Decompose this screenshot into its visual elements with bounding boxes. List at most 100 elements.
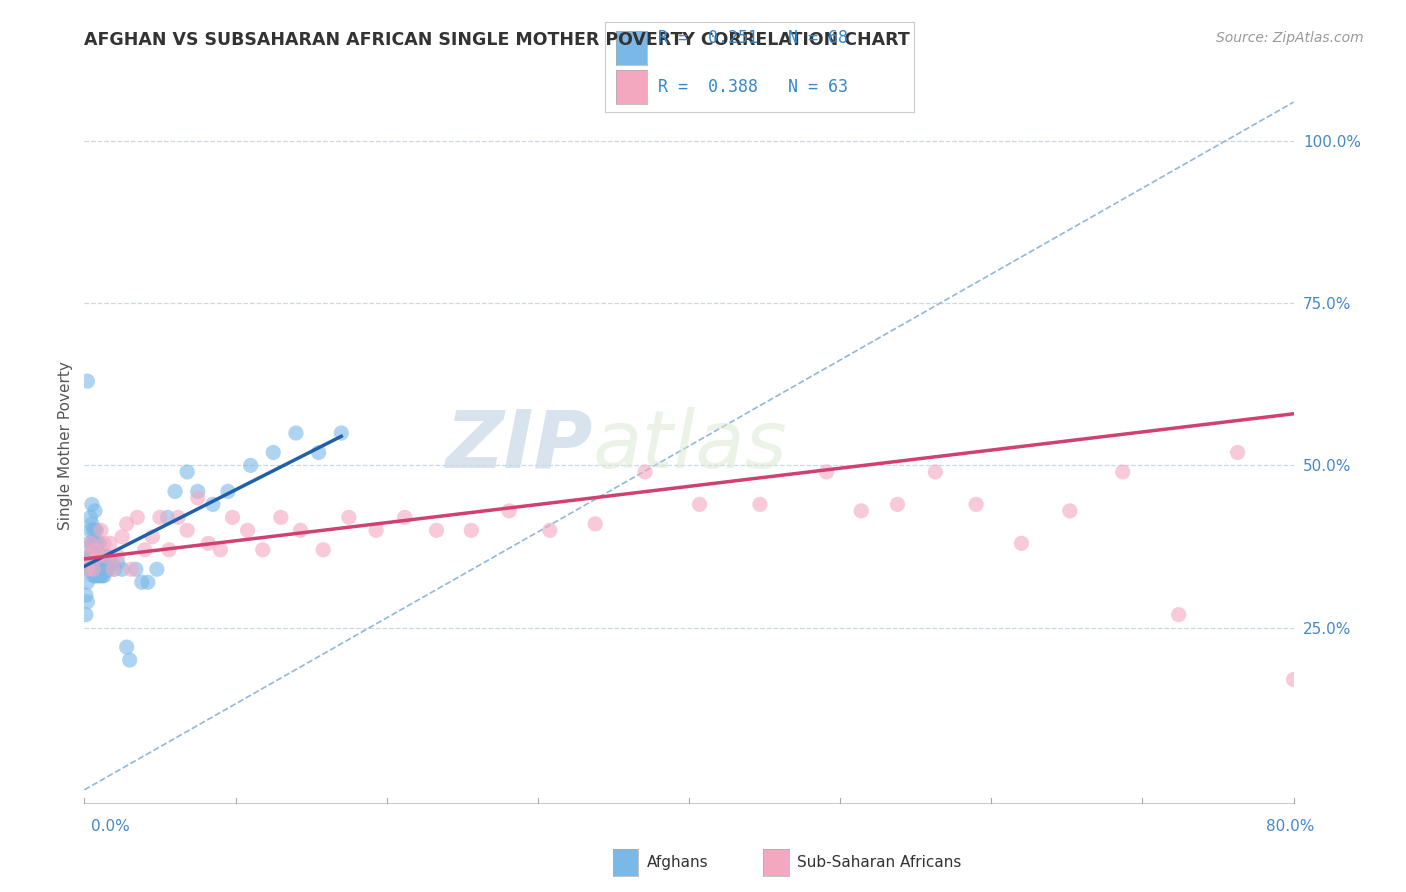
Point	[82, 568, 104, 582]
Point	[84, 556, 107, 570]
Point	[1167, 607, 1189, 622]
Point	[136, 575, 159, 590]
Point	[176, 524, 198, 538]
Point	[84, 524, 107, 538]
Point	[364, 524, 387, 538]
Point	[115, 640, 138, 654]
Text: Source: ZipAtlas.com: Source: ZipAtlas.com	[1216, 31, 1364, 45]
Point	[285, 425, 308, 440]
Point	[689, 497, 711, 511]
Point	[394, 510, 416, 524]
Point	[1391, 134, 1406, 148]
Text: 80.0%: 80.0%	[1267, 819, 1315, 834]
Text: AFGHAN VS SUBSAHARAN AFRICAN SINGLE MOTHER POVERTY CORRELATION CHART: AFGHAN VS SUBSAHARAN AFRICAN SINGLE MOTH…	[84, 31, 910, 49]
Point	[82, 524, 104, 538]
Point	[149, 510, 172, 524]
Point	[1365, 471, 1388, 485]
Point	[79, 510, 101, 524]
Point	[87, 556, 110, 570]
Point	[134, 542, 156, 557]
Y-axis label: Single Mother Poverty: Single Mother Poverty	[58, 361, 73, 531]
Point	[127, 510, 149, 524]
Text: Afghans: Afghans	[647, 855, 709, 870]
Point	[146, 562, 169, 576]
Point	[84, 504, 107, 518]
Point	[75, 607, 97, 622]
Point	[270, 510, 292, 524]
Point	[82, 562, 104, 576]
Point	[239, 458, 262, 473]
Point	[93, 549, 115, 564]
Point	[498, 504, 520, 518]
Point	[111, 562, 134, 576]
Point	[101, 562, 124, 576]
Text: 0.0%: 0.0%	[91, 819, 131, 834]
Point	[90, 556, 112, 570]
Point	[79, 524, 101, 538]
Point	[87, 568, 110, 582]
Point	[87, 549, 110, 564]
Point	[98, 556, 121, 570]
Point	[197, 536, 219, 550]
Point	[84, 542, 107, 557]
Point	[79, 562, 101, 576]
Point	[131, 575, 153, 590]
Point	[91, 568, 114, 582]
Point	[330, 425, 353, 440]
Point	[86, 556, 108, 570]
Point	[1343, 368, 1365, 382]
Point	[100, 556, 122, 570]
Point	[337, 510, 360, 524]
Point	[91, 549, 114, 564]
Point	[86, 536, 108, 550]
Point	[90, 524, 112, 538]
Point	[201, 497, 224, 511]
Point	[80, 549, 103, 564]
Point	[187, 491, 209, 505]
Point	[96, 549, 118, 564]
Point	[141, 530, 163, 544]
Point	[312, 542, 335, 557]
Point	[460, 524, 482, 538]
Point	[176, 465, 198, 479]
Point	[76, 595, 98, 609]
Point	[157, 542, 180, 557]
Point	[221, 510, 243, 524]
Point	[165, 484, 187, 499]
Point	[187, 484, 209, 499]
Point	[1381, 147, 1403, 161]
Point	[98, 536, 121, 550]
Point	[583, 516, 606, 531]
Point	[167, 510, 190, 524]
Point	[76, 575, 98, 590]
Text: atlas: atlas	[592, 407, 787, 485]
Point	[262, 445, 284, 459]
Point	[308, 445, 330, 459]
Point	[93, 568, 115, 582]
Text: R =  0.388   N = 63: R = 0.388 N = 63	[658, 78, 848, 95]
Point	[89, 556, 111, 570]
Point	[89, 536, 111, 550]
Point	[252, 542, 274, 557]
Point	[115, 516, 138, 531]
Point	[111, 530, 134, 544]
Point	[851, 504, 873, 518]
Point	[104, 562, 127, 576]
Point	[118, 653, 141, 667]
Point	[1112, 465, 1135, 479]
Point	[84, 542, 107, 557]
Point	[236, 524, 259, 538]
Text: ZIP: ZIP	[444, 407, 592, 485]
Point	[77, 549, 100, 564]
Point	[1226, 445, 1249, 459]
Point	[90, 568, 112, 582]
Point	[86, 568, 108, 582]
Point	[94, 562, 117, 576]
Point	[84, 568, 107, 582]
Point	[80, 536, 103, 550]
Point	[965, 497, 987, 511]
Point	[107, 549, 129, 564]
Point	[290, 524, 312, 538]
Point	[107, 556, 129, 570]
Point	[815, 465, 838, 479]
